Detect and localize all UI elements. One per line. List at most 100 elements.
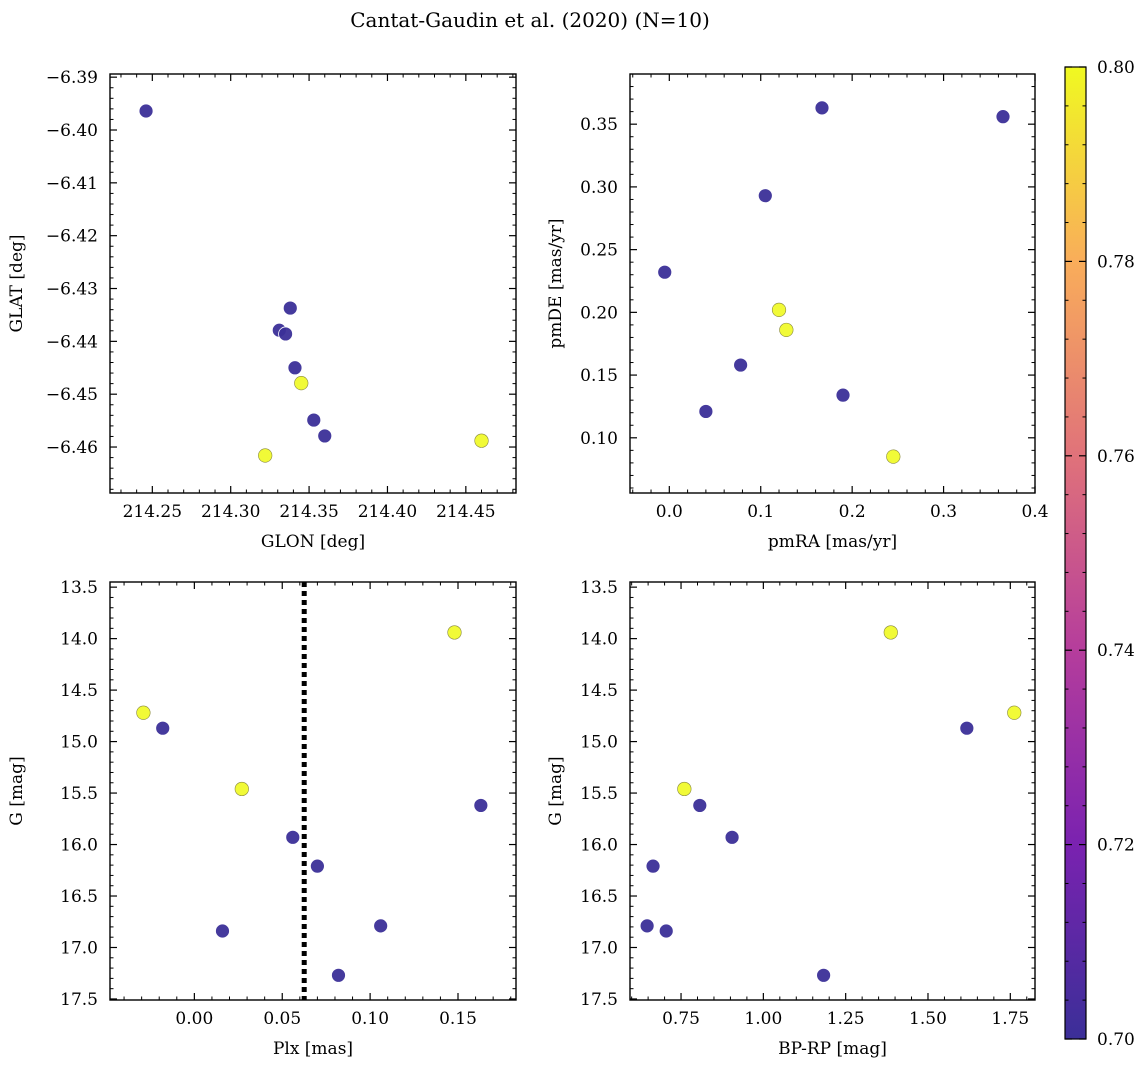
y-tick-label: −6.43 (46, 280, 98, 300)
x-tick-label: 214.30 (201, 502, 260, 522)
y-tick-label: 0.20 (580, 303, 618, 323)
y-tick-label: 16.0 (580, 836, 618, 856)
data-point (883, 625, 898, 640)
y-tick-label: 17.0 (580, 938, 618, 958)
y-tick-label: 14.0 (60, 630, 98, 650)
plot-frame (629, 581, 1036, 1001)
data-point (309, 858, 325, 874)
x-tick-label: 0.4 (1021, 502, 1048, 522)
colorbar: 0.70 0.72 0.74 0.76 0.78 0.80 (1064, 58, 1135, 1050)
x-tick-label: 214.35 (279, 502, 338, 522)
data-point (136, 705, 151, 720)
data-point (278, 326, 293, 342)
plot-frame (629, 73, 1036, 494)
y-tick-label: −6.41 (46, 174, 98, 194)
x-axis-label: pmRA [mas/yr] (768, 532, 897, 552)
panel-parallax: 0.00 0.05 0.10 0.15 13.5 14.0 14.5 15.0 15.5 16.0… (7, 578, 517, 1059)
y-tick-label: 15.0 (60, 733, 98, 753)
x-tick-label: 0.00 (175, 1009, 213, 1029)
x-tick-label: 214.45 (436, 502, 495, 522)
data-point (331, 967, 346, 983)
colorbar-tick-label: 0.76 (1097, 447, 1135, 467)
data-point (959, 720, 975, 736)
data-point (677, 781, 692, 797)
y-tick-label: 15.5 (580, 784, 618, 804)
data-point (698, 404, 714, 419)
figure-title: Cantat-Gaudin et al. (2020) (N=10) (350, 8, 710, 32)
y-tick-label: 16.5 (60, 887, 98, 907)
data-point (287, 360, 303, 376)
x-tick-label: 1.50 (909, 1009, 947, 1029)
panel-position: 214.25 214.30 214.35 214.40 214.45 −6.39 −6.40… (7, 68, 517, 552)
data-point (771, 302, 787, 317)
data-point (234, 781, 249, 797)
x-tick-label: 0.05 (263, 1009, 301, 1029)
x-tick-label: 0.3 (930, 502, 957, 522)
y-tick-label: 13.5 (580, 578, 618, 598)
data-point (814, 100, 830, 116)
y-tick-label: 15.0 (580, 733, 618, 753)
data-point (373, 918, 389, 934)
y-tick-label: 0.10 (580, 429, 618, 449)
x-tick-label: 1.75 (991, 1009, 1029, 1029)
data-point (258, 448, 273, 463)
panel-color-magnitude: 0.75 1.00 1.25 1.50 1.75 13.5 14.0 14.5 15.0 15.5… (546, 578, 1036, 1059)
colorbar-tick-label: 0.74 (1097, 641, 1135, 661)
data-point (886, 449, 901, 464)
data-point (155, 720, 171, 736)
y-tick-label: 0.25 (580, 241, 618, 261)
y-tick-label: −6.40 (46, 121, 98, 141)
y-tick-label: −6.46 (46, 438, 98, 458)
colorbar-tick-label: 0.70 (1097, 1030, 1135, 1050)
data-point (779, 322, 794, 338)
data-point (835, 387, 851, 403)
data-point (282, 300, 298, 316)
data-point (757, 188, 773, 204)
y-tick-label: 0.15 (580, 366, 618, 386)
y-tick-label: 17.5 (580, 990, 618, 1010)
data-point (1007, 705, 1022, 720)
data-point (733, 357, 749, 373)
y-axis-label: G [mag] (546, 756, 566, 825)
plot-frame (109, 73, 517, 494)
data-point (317, 428, 333, 444)
x-axis-label: Plx [mas] (273, 1039, 353, 1059)
panel-proper-motion: 0.0 0.1 0.2 0.3 0.4 0.10 0.15 0.20 0.25 0.30 0.35 p… (546, 73, 1049, 552)
y-tick-label: 14.5 (60, 681, 98, 701)
y-tick-label: −6.45 (46, 385, 98, 405)
y-tick-label: −6.42 (46, 227, 98, 247)
y-tick-label: −6.44 (46, 332, 98, 352)
y-tick-label: 13.5 (60, 578, 98, 598)
x-tick-label: 0.1 (747, 502, 774, 522)
colorbar-tick-label: 0.72 (1097, 836, 1135, 856)
x-tick-label: 0.15 (439, 1009, 477, 1029)
data-point (692, 798, 708, 813)
data-point (215, 923, 230, 939)
x-tick-label: 1.00 (744, 1009, 782, 1029)
x-axis-label: BP-RP [mag] (778, 1039, 887, 1059)
data-point (473, 798, 489, 813)
data-point (447, 625, 462, 640)
x-tick-label: 214.25 (123, 502, 182, 522)
y-axis-label: pmDE [mas/yr] (546, 218, 566, 348)
y-tick-label: 17.5 (60, 990, 98, 1010)
data-point (816, 967, 832, 983)
data-point (658, 923, 674, 939)
data-point (138, 103, 154, 119)
y-axis-label: G [mag] (7, 756, 27, 825)
x-tick-label: 0.0 (656, 502, 683, 522)
y-tick-label: 17.0 (60, 938, 98, 958)
colorbar-tick-label: 0.78 (1097, 252, 1135, 272)
data-point (645, 858, 661, 874)
colorbar-tick-label: 0.80 (1097, 58, 1135, 78)
data-point (474, 433, 489, 448)
y-tick-label: 0.30 (580, 178, 618, 198)
y-tick-label: −6.39 (46, 68, 98, 88)
x-tick-label: 0.10 (351, 1009, 389, 1029)
x-tick-label: 0.2 (839, 502, 866, 522)
data-point (657, 264, 673, 280)
y-tick-label: 0.35 (580, 115, 618, 135)
x-tick-label: 214.40 (358, 502, 417, 522)
data-point (724, 829, 740, 845)
